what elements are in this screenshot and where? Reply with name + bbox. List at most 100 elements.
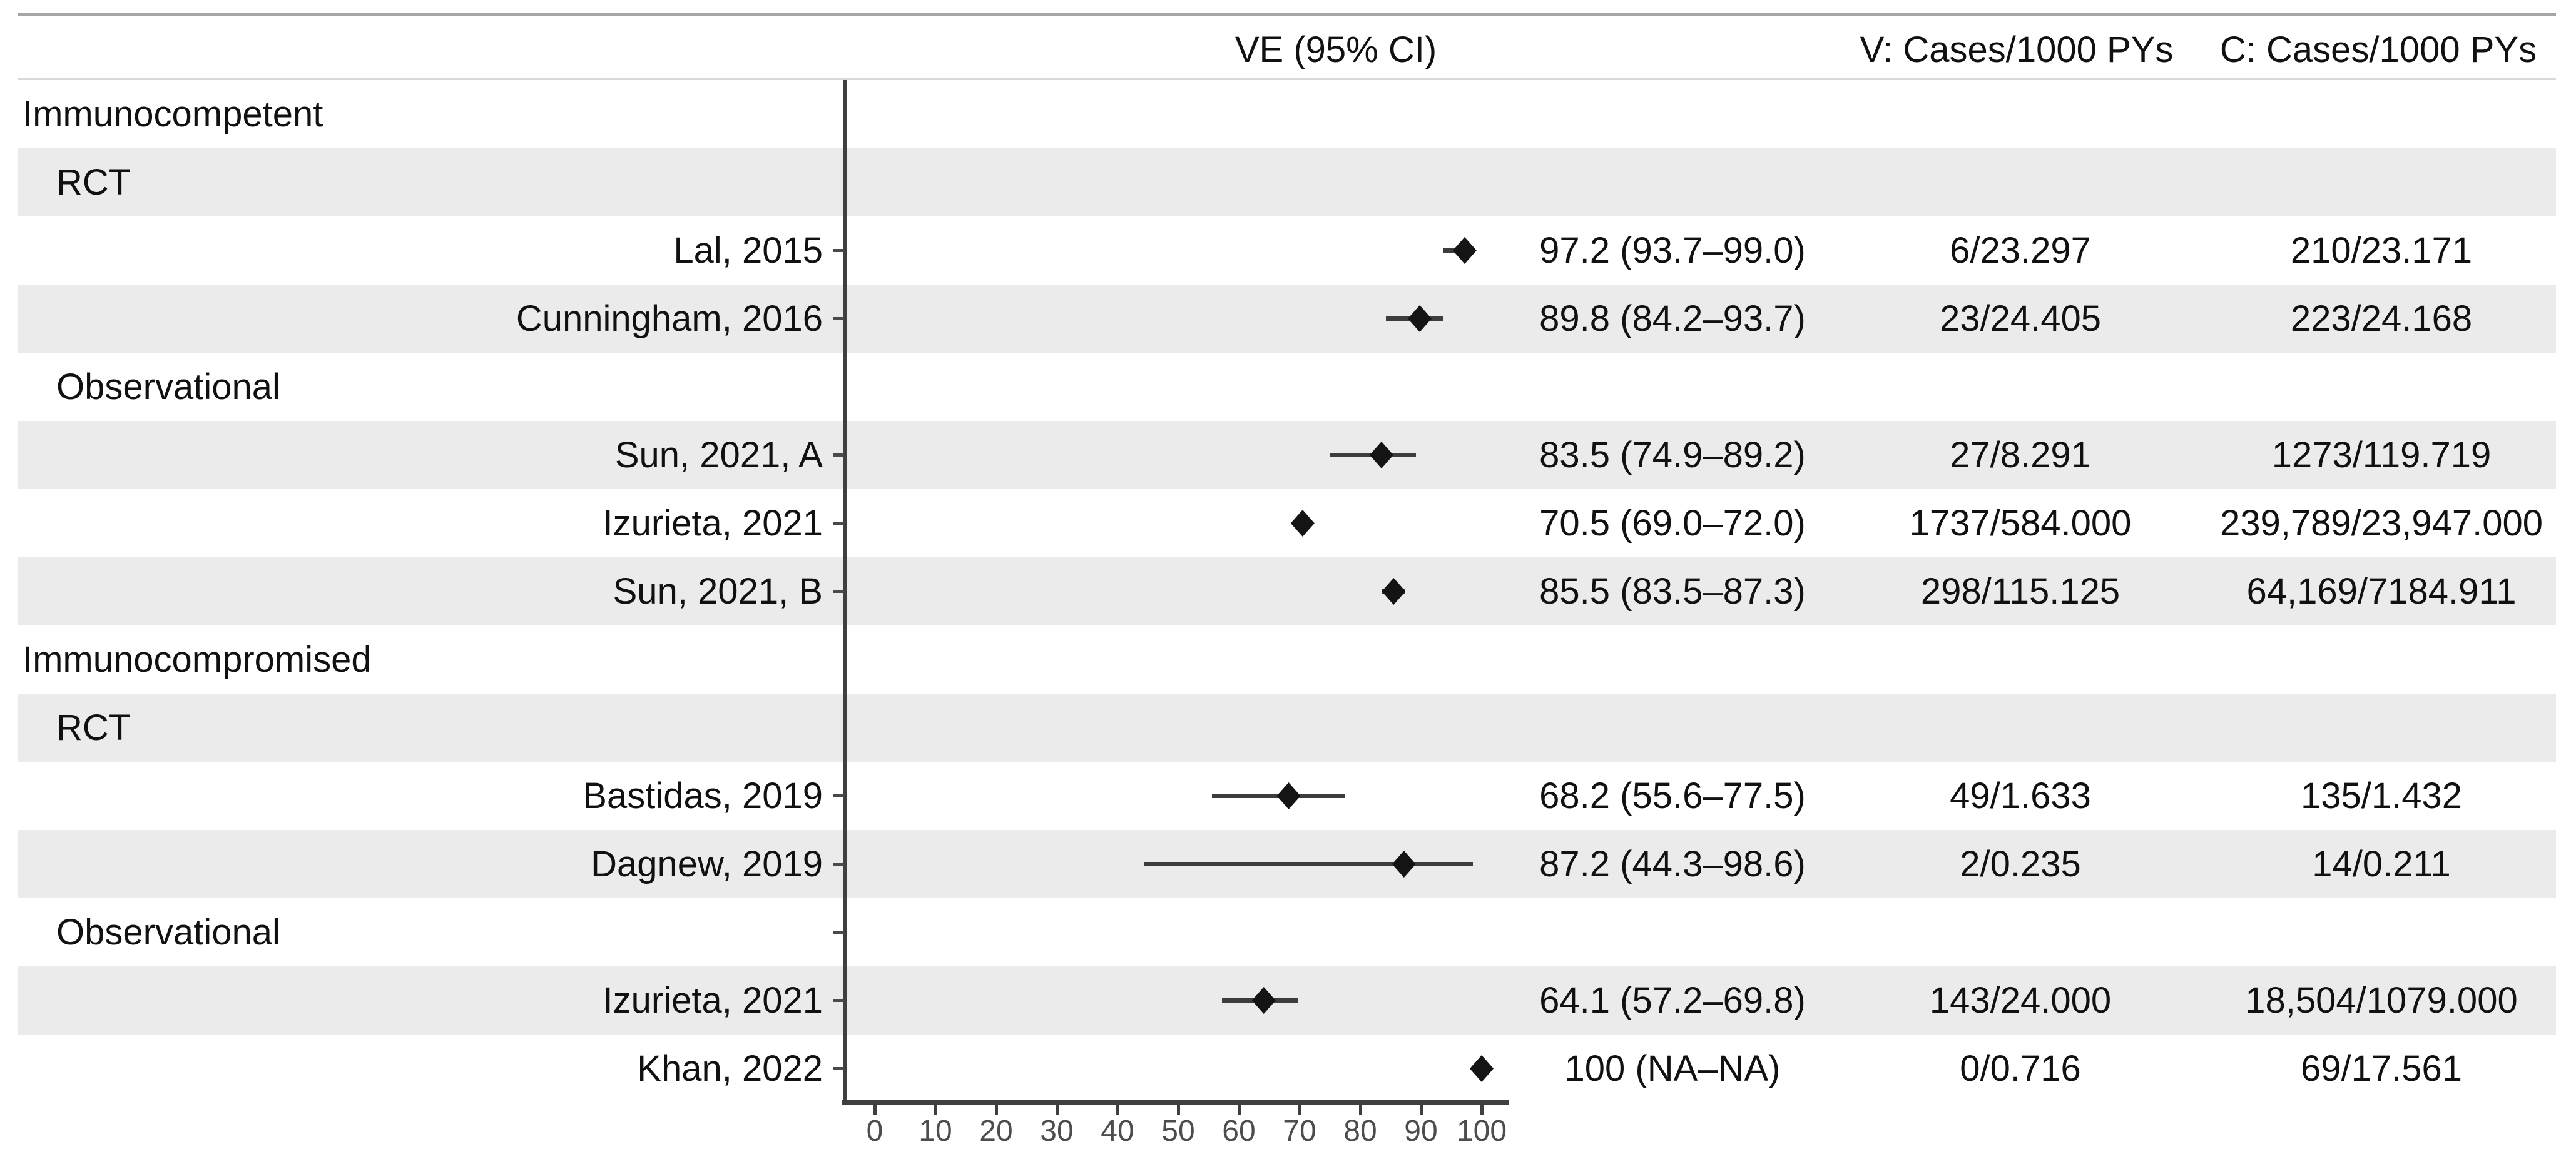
y-axis-tick: [833, 1067, 844, 1070]
point-estimate-diamond: [1290, 510, 1315, 537]
x-axis-tick: [995, 1105, 998, 1115]
c-cases-value: [2194, 148, 2569, 216]
x-axis-tick: [873, 1105, 877, 1115]
ve-ci-value: [1485, 898, 1860, 966]
column-header-c-cases: C: Cases/1000 PYs: [2219, 29, 2537, 70]
x-axis-tick: [1480, 1105, 1484, 1115]
v-cases-value: [1833, 353, 2208, 421]
row-label: Immunocompromised: [23, 639, 372, 680]
y-axis-tick: [833, 522, 844, 525]
x-axis-tick: [1298, 1105, 1301, 1115]
x-axis-tick-label: 40: [1101, 1115, 1134, 1148]
c-cases-value: [2194, 694, 2569, 762]
x-axis-line: [842, 1100, 1509, 1105]
table-row: Khan, 2022 100 (NA–NA) 0/0.716 69/17.561: [0, 1035, 2576, 1103]
row-label: Lal, 2015: [673, 230, 823, 271]
c-cases-value: [2194, 625, 2569, 694]
v-cases-value: 6/23.297: [1950, 230, 2091, 271]
table-row: Sun, 2021, B 85.5 (83.5–87.3) 298/115.12…: [0, 557, 2576, 625]
x-axis-tick: [934, 1105, 937, 1115]
row-label: Sun, 2021, B: [613, 571, 823, 612]
ve-ci-value: 83.5 (74.9–89.2): [1539, 435, 1806, 475]
c-cases-value: [2194, 353, 2569, 421]
c-cases-value: 239,789/23,947.000: [2219, 503, 2543, 544]
v-cases-value: 27/8.291: [1950, 435, 2091, 475]
x-axis-tick-label: 20: [979, 1115, 1013, 1148]
column-header-v-cases: V: Cases/1000 PYs: [1860, 29, 2174, 70]
header-separator-line: [18, 78, 2556, 80]
c-cases-value: 64,169/7184.911: [2246, 571, 2517, 612]
point-estimate-diamond: [1382, 578, 1406, 605]
x-axis-tick: [1420, 1105, 1423, 1115]
x-axis-tick: [1056, 1105, 1059, 1115]
table-row: Izurieta, 2021 70.5 (69.0–72.0) 1737/584…: [0, 489, 2576, 557]
x-axis-tick-label: 60: [1222, 1115, 1256, 1148]
ve-ci-value: [1485, 353, 1860, 421]
v-cases-value: 2/0.235: [1960, 844, 2081, 884]
c-cases-value: [2194, 898, 2569, 966]
c-cases-value: 210/23.171: [2290, 230, 2473, 271]
v-cases-value: [1833, 80, 2208, 148]
row-label: Izurieta, 2021: [603, 503, 823, 544]
v-cases-value: 49/1.633: [1950, 776, 2091, 816]
v-cases-value: [1833, 625, 2208, 694]
y-axis-tick: [833, 931, 844, 934]
y-axis-tick: [833, 317, 844, 320]
v-cases-value: [1833, 694, 2208, 762]
row-label: Observational: [56, 912, 280, 953]
table-row: Lal, 2015 97.2 (93.7–99.0) 6/23.297 210/…: [0, 216, 2576, 285]
row-label: Sun, 2021, A: [614, 435, 823, 475]
v-cases-value: 1737/584.000: [1909, 503, 2132, 544]
x-axis-tick-label: 10: [919, 1115, 952, 1148]
v-cases-value: 0/0.716: [1960, 1048, 2081, 1089]
row-label: Bastidas, 2019: [583, 776, 823, 816]
point-estimate-diamond: [1452, 237, 1477, 264]
row-label: Observational: [56, 367, 280, 407]
ve-ci-value: 89.8 (84.2–93.7): [1539, 298, 1806, 339]
c-cases-value: 223/24.168: [2290, 298, 2473, 339]
table-row: RCT: [0, 148, 2576, 216]
y-axis-tick: [833, 453, 844, 457]
table-row: Immunocompetent: [0, 80, 2576, 148]
ve-ci-value: 70.5 (69.0–72.0): [1539, 503, 1806, 544]
table-row: Sun, 2021, A 83.5 (74.9–89.2) 27/8.291 1…: [0, 421, 2576, 489]
table-row: Observational: [0, 898, 2576, 966]
table-row: Dagnew, 2019 87.2 (44.3–98.6) 2/0.235 14…: [0, 830, 2576, 898]
forest-rows: Immunocompetent RCT Lal, 2015 97.2 (93.7…: [0, 80, 2576, 1103]
table-row: Observational: [0, 353, 2576, 421]
table-row: Cunningham, 2016 89.8 (84.2–93.7) 23/24.…: [0, 285, 2576, 353]
c-cases-value: 69/17.561: [2300, 1048, 2463, 1089]
v-cases-value: 23/24.405: [1939, 298, 2102, 339]
point-estimate-diamond: [1276, 782, 1301, 809]
x-axis-tick: [1177, 1105, 1180, 1115]
row-label: RCT: [56, 707, 131, 748]
y-axis-line: [843, 80, 847, 1105]
c-cases-value: 14/0.211: [2312, 844, 2451, 884]
v-cases-value: 298/115.125: [1920, 571, 2120, 612]
y-axis-tick: [833, 999, 844, 1002]
ve-ci-value: [1485, 80, 1860, 148]
row-label: Khan, 2022: [637, 1048, 823, 1089]
y-axis-tick: [833, 794, 844, 797]
ve-ci-value: 97.2 (93.7–99.0): [1539, 230, 1806, 271]
point-estimate-diamond: [1408, 305, 1432, 332]
c-cases-value: [2194, 80, 2569, 148]
ve-ci-value: 100 (NA–NA): [1564, 1048, 1781, 1089]
v-cases-value: 143/24.000: [1929, 980, 2112, 1021]
ve-ci-value: 64.1 (57.2–69.8): [1539, 980, 1806, 1021]
row-label: Izurieta, 2021: [603, 980, 823, 1021]
ve-ci-value: [1485, 625, 1860, 694]
c-cases-value: 135/1.432: [2300, 776, 2463, 816]
x-axis-tick: [1359, 1105, 1362, 1115]
v-cases-value: [1833, 148, 2208, 216]
x-axis-tick-label: 30: [1040, 1115, 1074, 1148]
x-axis-tick-label: 0: [866, 1115, 883, 1148]
y-axis-tick: [833, 249, 844, 252]
x-axis-tick-label: 80: [1343, 1115, 1377, 1148]
ve-ci-value: [1485, 694, 1860, 762]
ve-ci-value: 68.2 (55.6–77.5): [1539, 776, 1806, 816]
y-axis-tick: [833, 863, 844, 866]
x-axis-tick-label: 100: [1456, 1115, 1507, 1148]
x-axis-tick-label: 90: [1404, 1115, 1438, 1148]
top-border-line: [18, 13, 2556, 16]
